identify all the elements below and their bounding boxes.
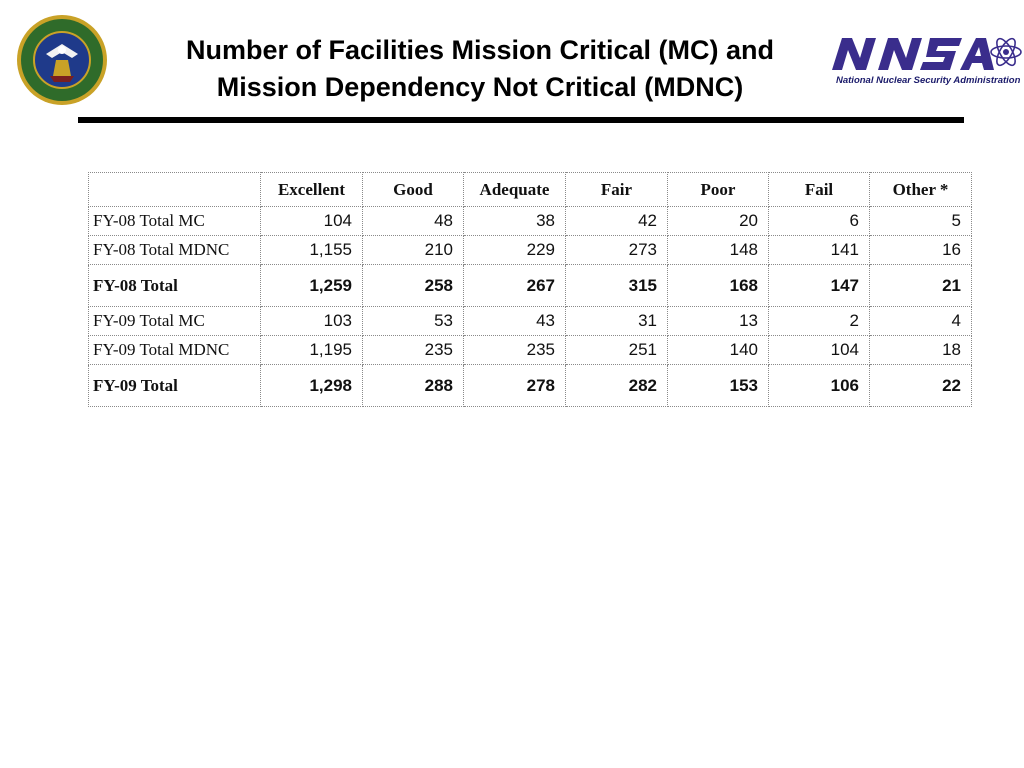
page-title: Number of Facilities Mission Critical (M… xyxy=(120,32,840,106)
table-cell: 103 xyxy=(260,306,363,336)
row-label: FY-08 Total MC xyxy=(88,206,261,236)
nnsa-wordmark xyxy=(832,37,1022,70)
table-cell: 210 xyxy=(362,235,464,265)
table-cell: 31 xyxy=(565,306,668,336)
column-header: Fair xyxy=(565,172,668,207)
table-cell: 278 xyxy=(463,364,566,407)
row-label: FY-09 Total MDNC xyxy=(88,335,261,365)
table-cell: 1,195 xyxy=(260,335,363,365)
table-cell: 38 xyxy=(463,206,566,236)
title-line-1: Number of Facilities Mission Critical (M… xyxy=(185,35,775,65)
department-of-energy-seal xyxy=(17,15,107,105)
table-cell: 147 xyxy=(768,264,870,307)
table-cell: 13 xyxy=(667,306,769,336)
table-row: FY-08 Total MDNC 1,155 210 229 273 148 1… xyxy=(88,235,972,265)
title-divider xyxy=(78,117,964,123)
column-header xyxy=(88,172,261,207)
table-cell: 2 xyxy=(768,306,870,336)
column-header: Poor xyxy=(667,172,769,207)
row-label: FY-08 Total xyxy=(88,264,261,307)
table-cell: 1,298 xyxy=(260,364,363,407)
table-cell: 4 xyxy=(869,306,972,336)
table-cell: 53 xyxy=(362,306,464,336)
table-cell: 18 xyxy=(869,335,972,365)
table-row: FY-09 Total MC 103 53 43 31 13 2 4 xyxy=(88,306,972,336)
nnsa-logo: National Nuclear Security Administration xyxy=(830,30,1024,90)
table-cell: 235 xyxy=(362,335,464,365)
table-cell: 6 xyxy=(768,206,870,236)
table-cell: 229 xyxy=(463,235,566,265)
table-cell: 273 xyxy=(565,235,668,265)
table-row: FY-08 Total MC 104 48 38 42 20 6 5 xyxy=(88,206,972,236)
row-label: FY-09 Total MC xyxy=(88,306,261,336)
table-cell: 16 xyxy=(869,235,972,265)
table-cell: 48 xyxy=(362,206,464,236)
row-label: FY-09 Total xyxy=(88,364,261,407)
total-row: FY-09 Total 1,298 288 278 282 153 106 22 xyxy=(88,364,972,407)
facilities-table: Excellent Good Adequate Fair Poor Fail O… xyxy=(88,172,972,407)
column-header: Fail xyxy=(768,172,870,207)
column-header: Excellent xyxy=(260,172,363,207)
column-header: Other * xyxy=(869,172,972,207)
table-cell: 258 xyxy=(362,264,464,307)
table-cell: 267 xyxy=(463,264,566,307)
table-cell: 43 xyxy=(463,306,566,336)
table-cell: 148 xyxy=(667,235,769,265)
table-cell: 153 xyxy=(667,364,769,407)
table-cell: 282 xyxy=(565,364,668,407)
table-cell: 1,155 xyxy=(260,235,363,265)
table-cell: 140 xyxy=(667,335,769,365)
table-cell: 251 xyxy=(565,335,668,365)
table-cell: 5 xyxy=(869,206,972,236)
header-row: Excellent Good Adequate Fair Poor Fail O… xyxy=(88,172,972,207)
column-header: Good xyxy=(362,172,464,207)
table-cell: 20 xyxy=(667,206,769,236)
total-row: FY-08 Total 1,259 258 267 315 168 147 21 xyxy=(88,264,972,307)
table-cell: 104 xyxy=(768,335,870,365)
table-cell: 235 xyxy=(463,335,566,365)
table-cell: 106 xyxy=(768,364,870,407)
table-cell: 22 xyxy=(869,364,972,407)
table-cell: 42 xyxy=(565,206,668,236)
table-row: FY-09 Total MDNC 1,195 235 235 251 140 1… xyxy=(88,335,972,365)
table-cell: 288 xyxy=(362,364,464,407)
table-cell: 315 xyxy=(565,264,668,307)
nnsa-caption: National Nuclear Security Administration xyxy=(836,75,1021,86)
table-cell: 21 xyxy=(869,264,972,307)
title-line-2: Mission Dependency Not Critical (MDNC) xyxy=(216,72,744,102)
table-cell: 1,259 xyxy=(260,264,363,307)
column-header: Adequate xyxy=(463,172,566,207)
table-cell: 168 xyxy=(667,264,769,307)
table-cell: 104 xyxy=(260,206,363,236)
row-label: FY-08 Total MDNC xyxy=(88,235,261,265)
table-cell: 141 xyxy=(768,235,870,265)
